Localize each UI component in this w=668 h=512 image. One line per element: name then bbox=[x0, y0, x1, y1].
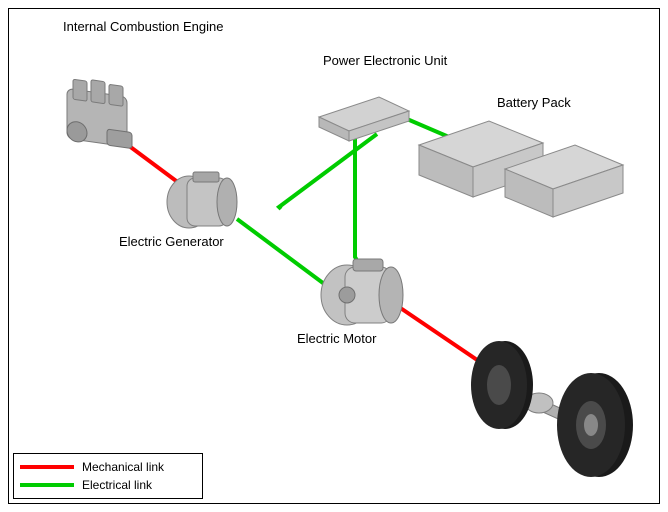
wheels-component bbox=[449, 307, 659, 487]
peu-component bbox=[309, 87, 419, 147]
diagram-frame: Internal Combustion Engine Electric Gene… bbox=[8, 8, 660, 504]
legend-text-mechanical: Mechanical link bbox=[82, 460, 164, 474]
legend-row-electrical: Electrical link bbox=[20, 476, 196, 494]
label-peu: Power Electronic Unit bbox=[323, 53, 447, 68]
ice-component bbox=[57, 67, 147, 162]
label-ice: Internal Combustion Engine bbox=[63, 19, 223, 34]
motor-component bbox=[309, 247, 419, 337]
legend-text-electrical: Electrical link bbox=[82, 478, 152, 492]
legend-row-mechanical: Mechanical link bbox=[20, 458, 196, 476]
legend: Mechanical link Electrical link bbox=[13, 453, 203, 499]
generator-component bbox=[159, 164, 249, 239]
label-motor: Electric Motor bbox=[297, 331, 376, 346]
legend-swatch-mechanical bbox=[20, 465, 74, 469]
label-battery: Battery Pack bbox=[497, 95, 571, 110]
legend-swatch-electrical bbox=[20, 483, 74, 487]
label-generator: Electric Generator bbox=[119, 234, 224, 249]
battery-component bbox=[409, 105, 629, 225]
